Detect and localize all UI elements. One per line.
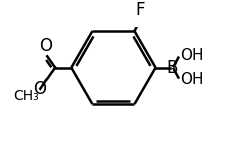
Text: CH₃: CH₃ xyxy=(14,89,39,103)
Text: OH: OH xyxy=(180,48,203,63)
Text: O: O xyxy=(39,37,52,55)
Text: O: O xyxy=(33,80,46,98)
Text: OH: OH xyxy=(180,72,203,87)
Text: F: F xyxy=(135,1,145,19)
Text: B: B xyxy=(165,59,177,77)
